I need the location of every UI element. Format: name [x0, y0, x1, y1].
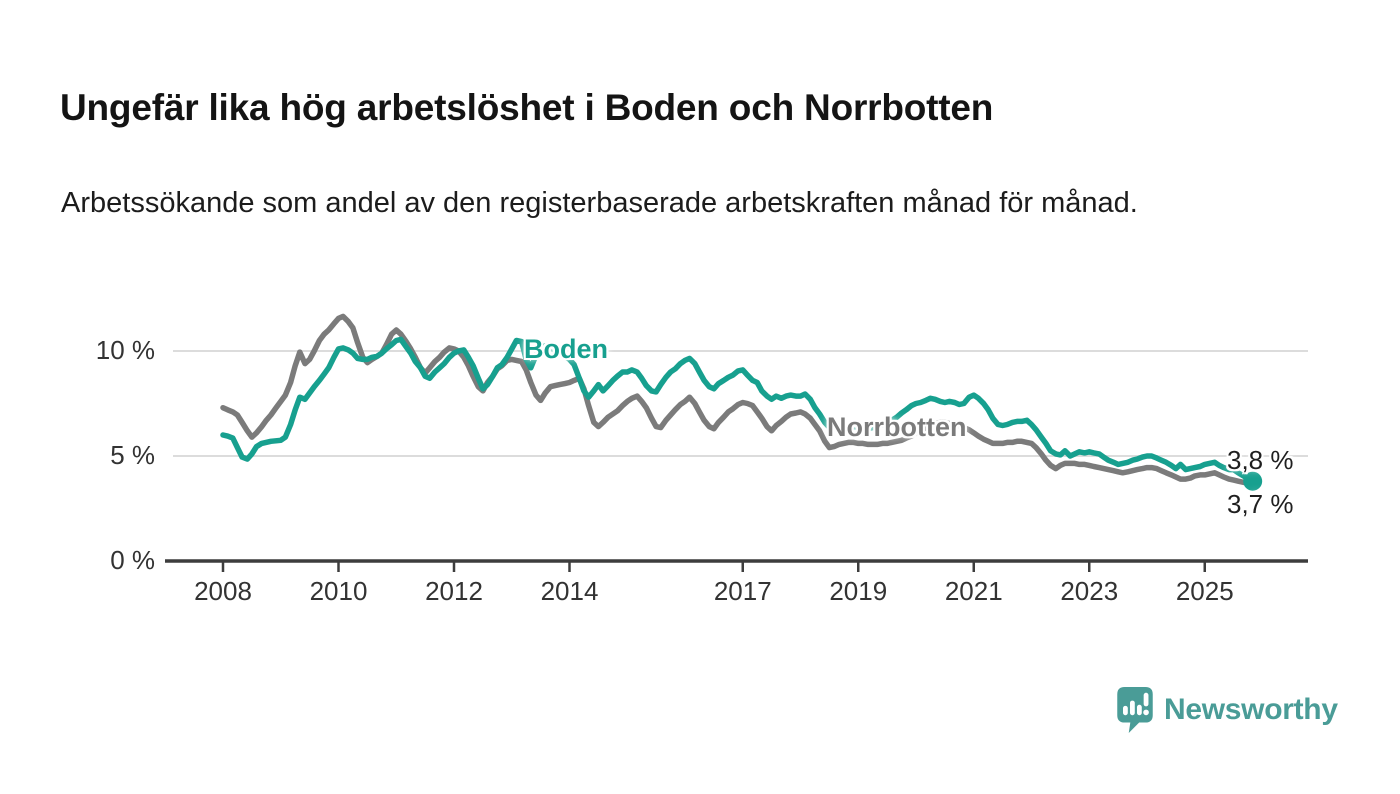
newsworthy-logo-icon — [1117, 687, 1153, 733]
y-axis-label-0: 0 % — [110, 544, 155, 575]
x-axis-label-2014: 2014 — [540, 576, 599, 606]
x-axis-label-2012: 2012 — [425, 576, 483, 606]
x-axis-label-2010: 2010 — [309, 576, 368, 606]
page-title: Ungefär lika hög arbetslöshet i Boden oc… — [60, 86, 994, 128]
newsworthy-logo: Newsworthy — [1116, 686, 1338, 734]
x-axis-label-2025: 2025 — [1175, 576, 1234, 606]
x-axis-label-2023: 2023 — [1060, 576, 1119, 606]
y-axis-label-5: 5 % — [110, 439, 155, 470]
y-axis-label-10: 10 % — [95, 334, 155, 365]
chart-subtitle: Arbetssökande som andel av den registerb… — [61, 187, 1138, 219]
x-axis-label-2008: 2008 — [194, 576, 252, 606]
end-value-boden: 3,8 % — [1227, 445, 1294, 475]
series-label-boden: Boden — [524, 334, 608, 364]
boden-end-dot — [1243, 471, 1263, 491]
x-axis-label-2017: 2017 — [713, 576, 772, 606]
x-axis-label-2021: 2021 — [944, 576, 1003, 606]
end-value-norrbotten: 3,7 % — [1227, 489, 1294, 519]
line-norrbotten — [220, 313, 1256, 487]
series-label-norrbotten: Norrbotten — [827, 412, 967, 442]
newsworthy-logo-text: Newsworthy — [1164, 693, 1338, 726]
line-boden — [220, 336, 1256, 484]
x-axis-label-2019: 2019 — [829, 576, 888, 606]
